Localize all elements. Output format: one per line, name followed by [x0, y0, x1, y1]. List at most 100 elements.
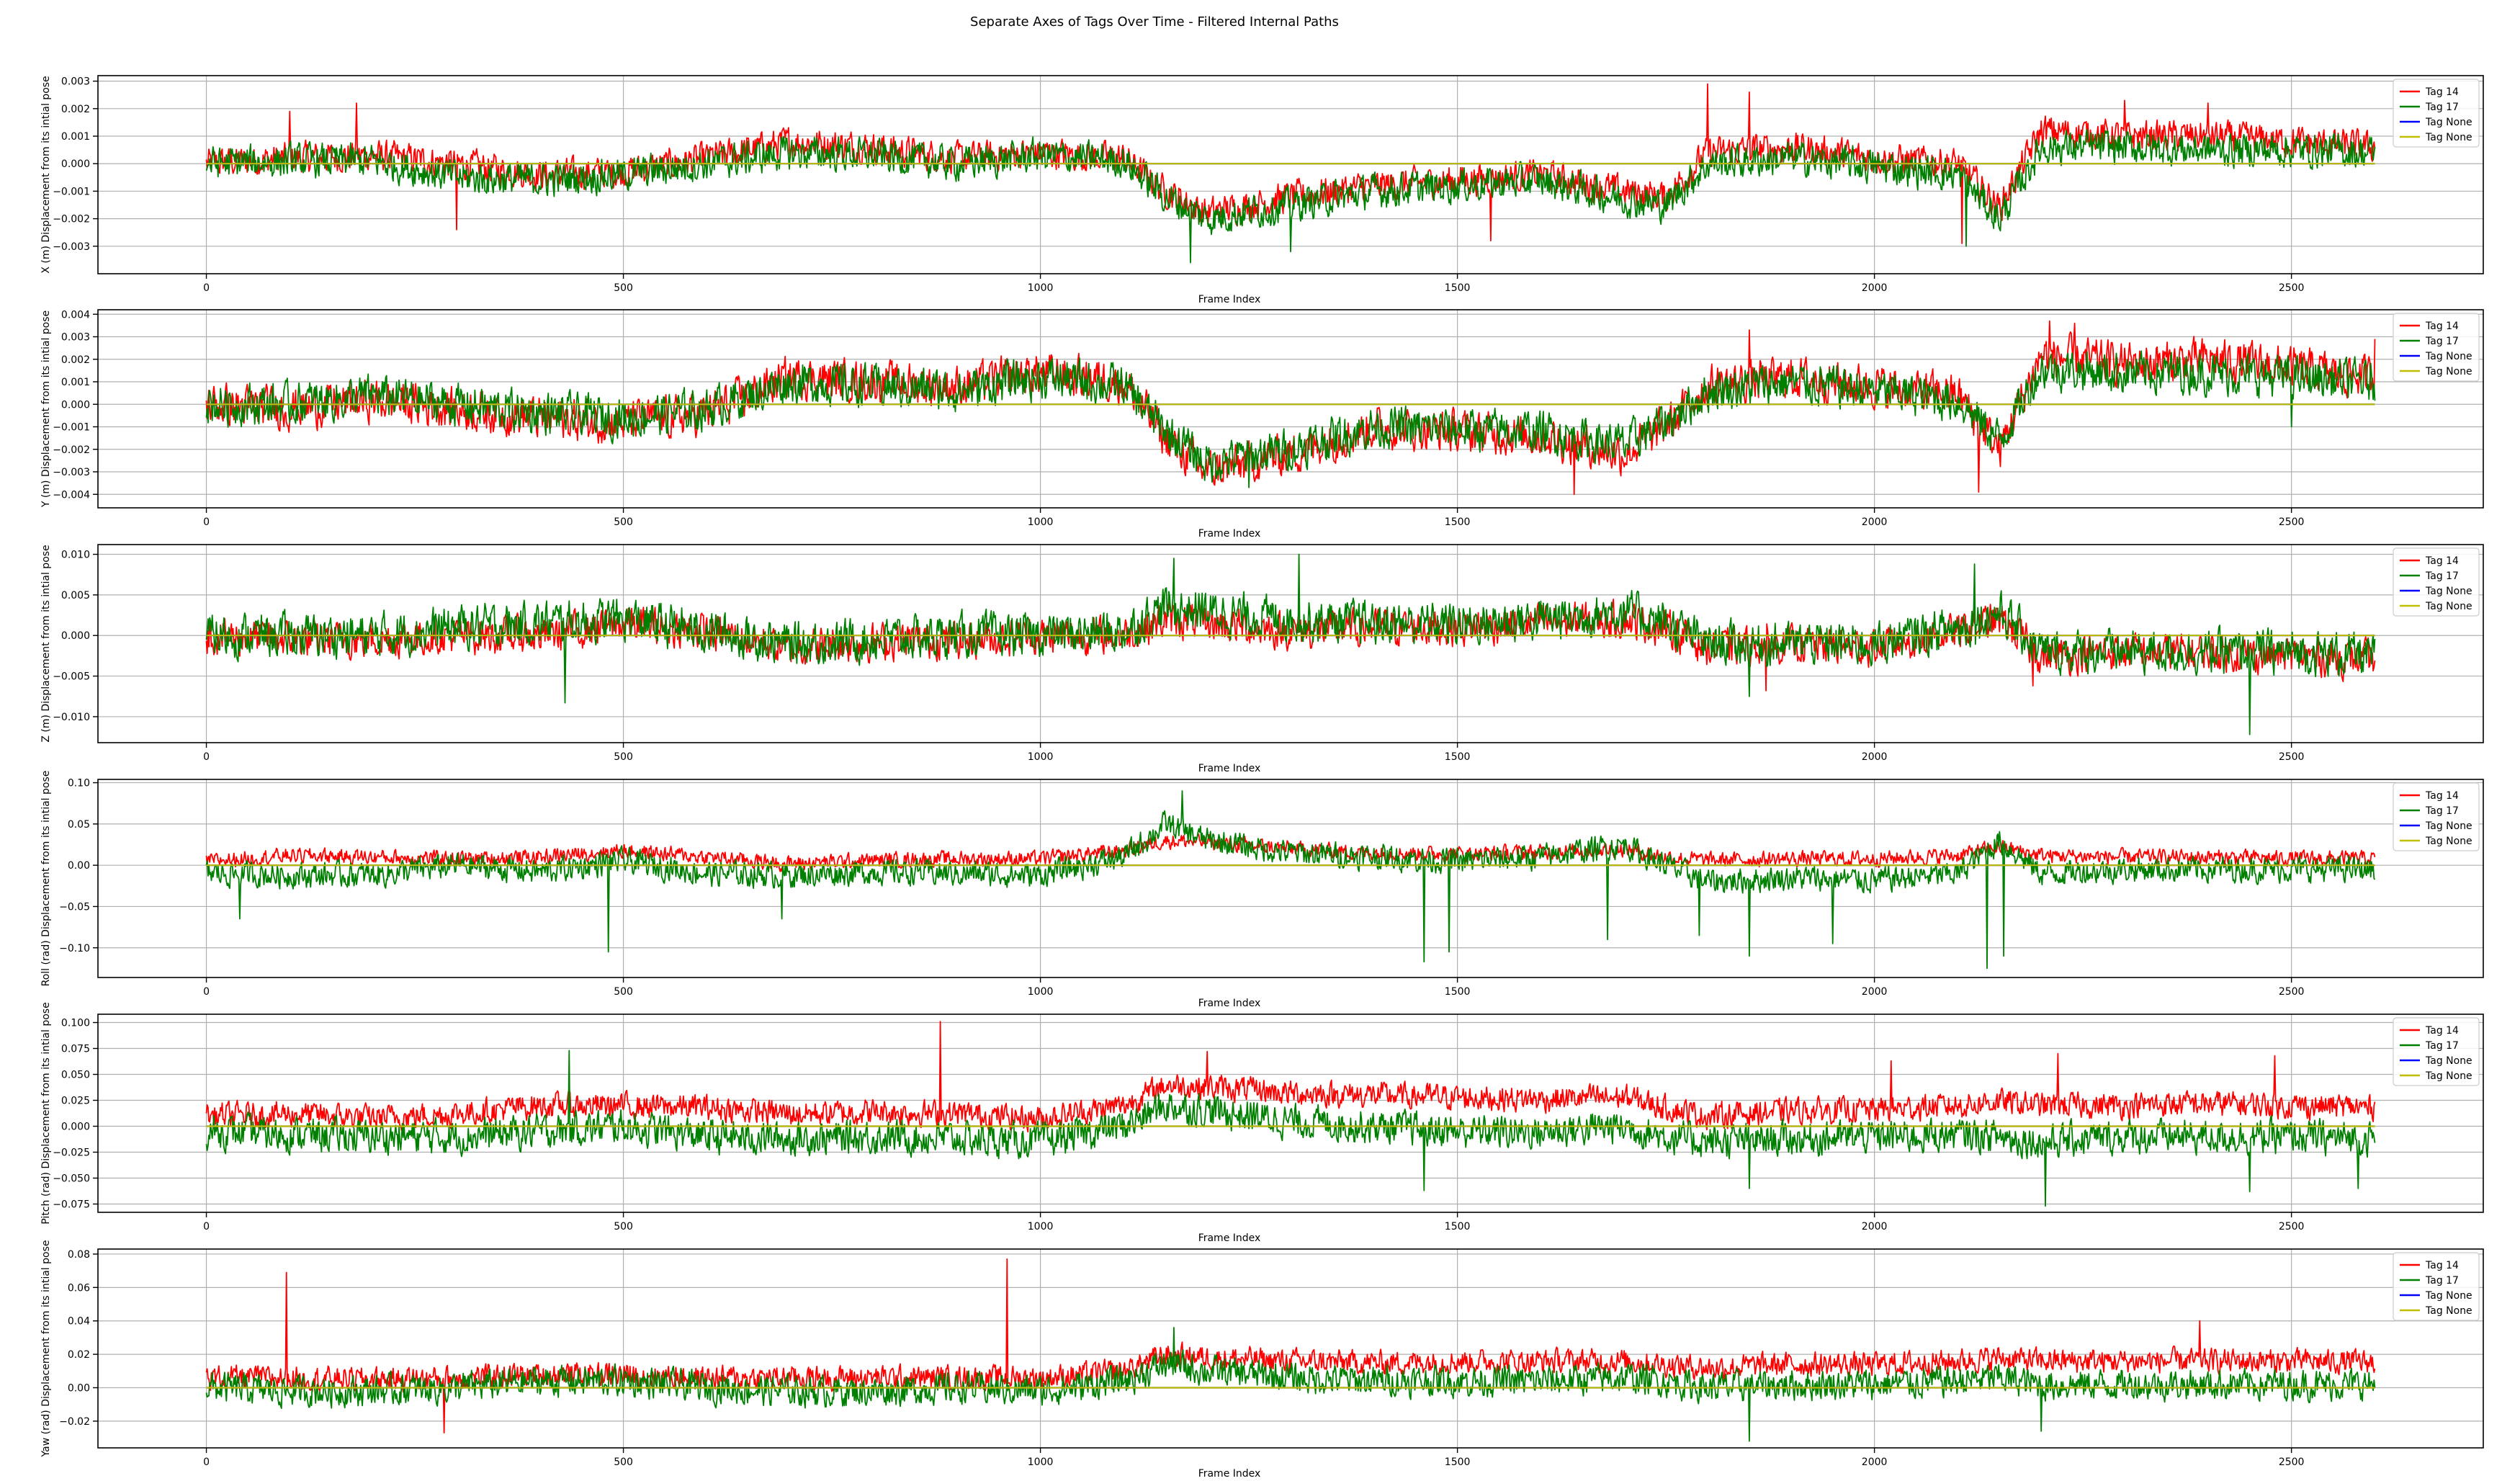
y-tick-label: 0.02	[68, 1349, 90, 1361]
y-tick-label: −0.05	[59, 901, 90, 913]
series-line-2	[205, 1050, 2376, 1207]
axes-frame	[97, 779, 2484, 978]
y-tick-label: 0.003	[61, 332, 90, 344]
legend-entry: Tag 14	[2425, 1260, 2459, 1271]
y-tick-label: −0.075	[53, 1199, 90, 1210]
y-tick-label: −0.003	[53, 467, 90, 478]
y-tick-label: 0.025	[61, 1096, 90, 1107]
axes-frame	[97, 1248, 2484, 1449]
x-tick-label: 1000	[1028, 1457, 1054, 1468]
legend-entry: Tag 14	[2425, 86, 2459, 98]
y-axis-label: Y (m) Displacement from its intial pose	[40, 310, 52, 508]
y-tick-label: −0.001	[53, 422, 90, 434]
y-axis-label: Z (m) Displacement from its intial pose	[40, 545, 52, 742]
y-tick-label: −0.004	[53, 489, 90, 501]
y-tick-label: 0.010	[61, 550, 90, 561]
y-tick-label: 0.00	[68, 860, 90, 872]
series-line-1	[205, 833, 2376, 872]
legend: Tag 14 Tag 17 Tag None Tag None	[2393, 782, 2480, 851]
x-tick-label: 500	[614, 282, 633, 294]
axes-frame	[97, 544, 2484, 743]
x-tick-label: 2500	[2279, 1457, 2305, 1468]
legend-entry: Tag None	[2425, 351, 2472, 362]
subplot-4: 0 500 1000 1500 2000 2500 −0.10 −0.05 0.00 0.05 0.…	[40, 771, 2484, 1009]
series-line-2	[205, 350, 2376, 488]
series-line-2	[205, 128, 2376, 264]
y-tick-label: 0.002	[61, 354, 90, 366]
x-tick-label: 1000	[1028, 986, 1054, 998]
axes-frame	[97, 309, 2484, 509]
x-tick-label: 1000	[1028, 1221, 1054, 1232]
legend-entry: Tag 17	[2425, 1040, 2459, 1052]
x-tick-label: 500	[614, 516, 633, 528]
y-tick-label: 0.004	[61, 309, 90, 321]
x-tick-label: 500	[614, 986, 633, 998]
legend-box	[2393, 1252, 2480, 1321]
legend-entry: Tag None	[2425, 1290, 2472, 1302]
legend-box	[2393, 782, 2480, 851]
y-tick-label: −0.025	[53, 1147, 90, 1158]
x-tick-label: 2500	[2279, 516, 2305, 528]
x-tick-label: 1500	[1445, 751, 1471, 763]
y-tick-label: 0.000	[61, 158, 90, 170]
axes-frame	[97, 75, 2484, 274]
x-tick-label: 2500	[2279, 282, 2305, 294]
y-tick-label: 0.002	[61, 104, 90, 115]
y-tick-label: 0.075	[61, 1044, 90, 1055]
y-axis-label: X (m) Displacement from its intial pose	[40, 76, 52, 273]
legend-entry: Tag None	[2425, 1055, 2472, 1067]
y-tick-label: 0.08	[68, 1249, 90, 1261]
x-tick-label: 0	[203, 1457, 210, 1468]
subplot-2: 0 500 1000 1500 2000 2500 −0.004 −0.003 −0.002 −0…	[40, 309, 2484, 540]
legend-entry: Tag 14	[2425, 321, 2459, 332]
legend-entry: Tag None	[2425, 1070, 2472, 1082]
x-tick-label: 2000	[1862, 751, 1888, 763]
series-line-1	[205, 1258, 2376, 1433]
series-line-2	[205, 1327, 2376, 1442]
legend-box	[2393, 313, 2480, 382]
x-tick-label: 2500	[2279, 986, 2305, 998]
y-tick-label: −0.003	[53, 241, 90, 253]
series-line-2	[205, 553, 2376, 735]
y-tick-label: 0.003	[61, 76, 90, 88]
x-tick-label: 0	[203, 516, 210, 528]
y-tick-label: −0.002	[53, 214, 90, 225]
y-axis-label: Roll (rad) Displacement from its intial …	[40, 771, 52, 987]
figure-title: Separate Axes of Tags Over Time - Filter…	[970, 14, 1339, 30]
legend: Tag 14 Tag 17 Tag None Tag None	[2393, 1017, 2480, 1086]
x-axis-label: Frame Index	[1198, 294, 1261, 305]
x-tick-label: 2000	[1862, 516, 1888, 528]
x-tick-label: 1500	[1445, 1457, 1471, 1468]
legend-box	[2393, 547, 2480, 617]
x-tick-label: 1500	[1445, 282, 1471, 294]
x-axis-label: Frame Index	[1198, 1232, 1261, 1244]
legend-entry: Tag 14	[2425, 555, 2459, 567]
x-tick-label: 0	[203, 1221, 210, 1232]
subplot-3: 0 500 1000 1500 2000 2500 −0.010 −0.005 0.000 0.0…	[40, 544, 2484, 774]
y-tick-label: −0.10	[59, 943, 90, 954]
legend-box	[2393, 1017, 2480, 1086]
legend-entry: Tag 17	[2425, 571, 2459, 582]
x-tick-label: 1500	[1445, 986, 1471, 998]
y-axis-label: Pitch (rad) Displacement from its intial…	[40, 1002, 52, 1224]
x-tick-label: 2000	[1862, 986, 1888, 998]
legend-box	[2393, 79, 2480, 148]
legend-entry: Tag None	[2425, 366, 2472, 377]
x-tick-label: 500	[614, 751, 633, 763]
legend-entry: Tag 17	[2425, 336, 2459, 347]
legend-entry: Tag 17	[2425, 1275, 2459, 1287]
y-tick-label: 0.050	[61, 1070, 90, 1081]
legend-entry: Tag None	[2425, 836, 2472, 847]
x-axis-label: Frame Index	[1198, 1468, 1261, 1478]
y-tick-label: 0.001	[61, 377, 90, 388]
x-axis-label: Frame Index	[1198, 998, 1261, 1009]
x-tick-label: 2000	[1862, 1221, 1888, 1232]
y-tick-label: 0.000	[61, 630, 90, 642]
legend: Tag 14 Tag 17 Tag None Tag None	[2393, 547, 2480, 617]
x-tick-label: 1000	[1028, 282, 1054, 294]
y-tick-label: 0.005	[61, 590, 90, 601]
y-tick-label: 0.001	[61, 131, 90, 143]
y-tick-label: 0.05	[68, 819, 90, 831]
